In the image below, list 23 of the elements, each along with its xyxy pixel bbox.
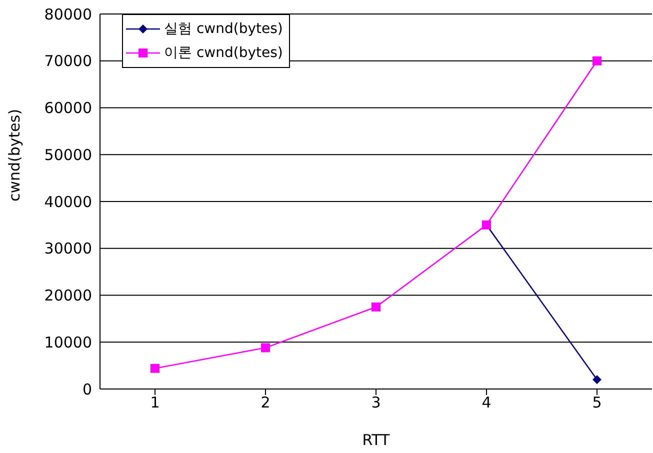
- y-tick-label: 0: [82, 380, 92, 398]
- x-axis-title: RTT: [362, 431, 391, 449]
- y-tick-label: 60000: [44, 99, 92, 118]
- point: [592, 375, 602, 384]
- x-tick-label: 4: [482, 394, 492, 412]
- y-tick-label: 40000: [44, 192, 92, 211]
- point: [261, 343, 270, 352]
- point: [150, 364, 160, 373]
- legend-label: 실험 cwnd(bytes): [164, 20, 283, 38]
- x-tick-label: 1: [150, 394, 160, 412]
- y-tick-label: 70000: [44, 52, 92, 70]
- x-tick-label: 2: [260, 394, 270, 412]
- point: [592, 56, 602, 66]
- x-tick-label: 3: [371, 394, 381, 412]
- y-tick-label: 80000: [44, 5, 92, 24]
- point: [372, 302, 380, 312]
- y-axis-title: cwnd(bytes): [5, 108, 24, 202]
- y-tick-label: 10000: [44, 333, 92, 352]
- y-tick-label: 30000: [44, 240, 92, 258]
- y-tick-label: 50000: [44, 146, 92, 164]
- legend-label: 이론 cwnd(bytes): [164, 44, 283, 62]
- y-tick-label: 20000: [44, 286, 92, 305]
- x-tick-label: 5: [592, 394, 602, 412]
